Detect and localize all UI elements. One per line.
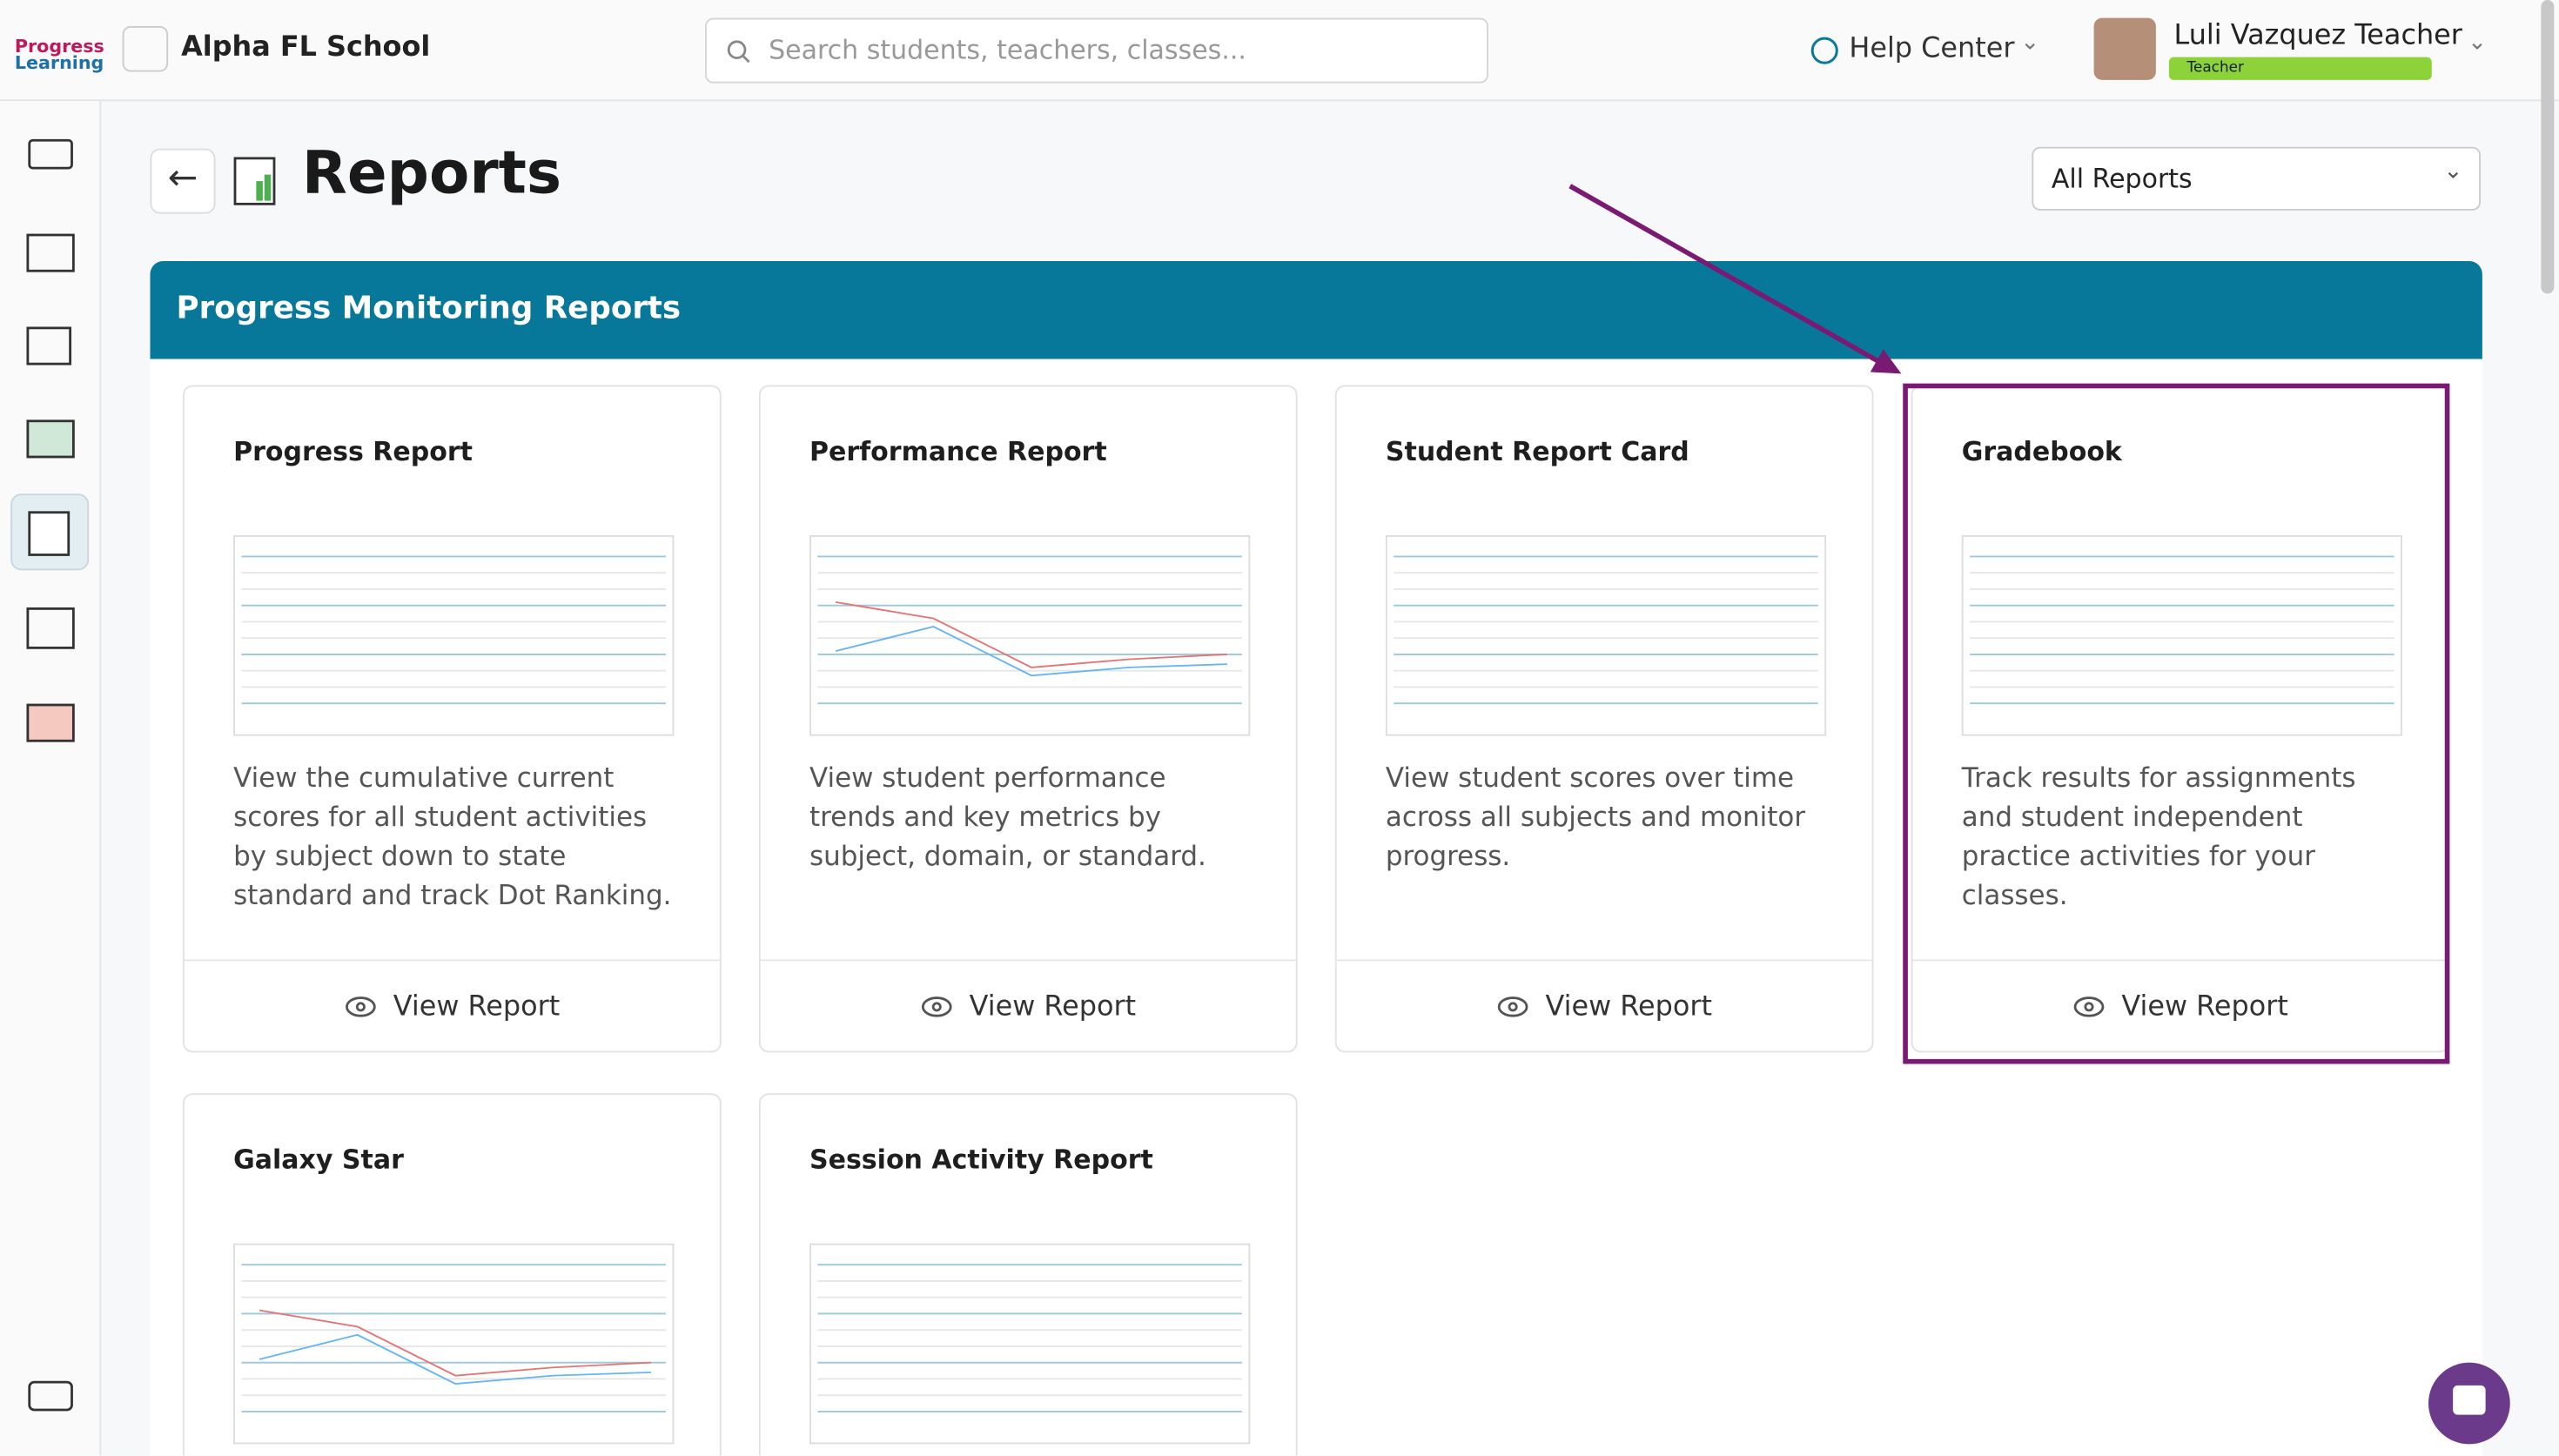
view-report-button[interactable]: View Report [184, 959, 720, 1051]
card-thumbnail [1385, 535, 1827, 736]
logo-line: Learning [14, 52, 104, 74]
card-thumbnail [809, 1243, 1251, 1445]
card-description: View the cumulative current scores for a… [233, 762, 672, 911]
section: Progress Monitoring Reports Progress Rep… [150, 261, 2482, 1456]
view-report-button[interactable]: View Report [760, 959, 1296, 1051]
report-filter[interactable]: All Reports ⌄ [2032, 146, 2481, 211]
report-card[interactable]: Galaxy Star [183, 1093, 722, 1456]
view-report-button[interactable]: View Report [1336, 959, 1872, 1051]
page-title: Reports [301, 140, 562, 208]
reports-icon [233, 157, 276, 205]
report-card[interactable]: Student Report Card View student scores o… [1334, 385, 1874, 1053]
card-thumbnail [1961, 535, 2402, 736]
eye-icon [1497, 996, 1528, 1017]
report-card[interactable]: Progress Report View the cumulative curre… [183, 385, 722, 1053]
card-thumbnail [233, 1243, 675, 1445]
chevron: ⌄ [2468, 29, 2488, 56]
card-thumbnail [233, 535, 675, 736]
report-card[interactable]: Performance Report View student performan… [758, 385, 1298, 1053]
role-badge: Teacher [2168, 57, 2432, 80]
sidebar [0, 101, 102, 1456]
search-icon [727, 40, 750, 64]
avatar[interactable] [2093, 17, 2156, 80]
card-description: Track results for assignments and studen… [1961, 762, 2356, 911]
user-name[interactable]: Luli Vazquez Teacher [2173, 19, 2462, 53]
card-description: View student scores over time across all… [1385, 762, 1806, 872]
school-name[interactable]: Alpha FL School [181, 30, 431, 64]
card-title: Session Activity Report [809, 1144, 1153, 1175]
logo-line: Progress [14, 36, 104, 57]
card-description: View student performance trends and key … [809, 762, 1206, 872]
eye-icon [345, 996, 376, 1017]
report-card[interactable]: Session Activity Report [758, 1093, 1298, 1456]
section-header [150, 261, 2482, 359]
card-title: Galaxy Star [233, 1144, 404, 1175]
eye-icon [921, 996, 952, 1017]
filter-value: All Reports [2051, 163, 2193, 195]
school-icon[interactable] [122, 26, 169, 72]
search-box[interactable]: Search students, teachers, classes... [705, 17, 1488, 84]
action-label: View Report [2121, 990, 2288, 1023]
back-button[interactable]: ← [150, 148, 216, 214]
chevron: ⌄ [2020, 29, 2040, 56]
section-title: Progress Monitoring Reports [176, 290, 682, 326]
view-report-button[interactable]: View Report [1912, 959, 2448, 1051]
card-title: Progress Report [233, 435, 473, 467]
card-title: Student Report Card [1385, 435, 1689, 467]
help-icon [1810, 37, 1838, 64]
logo: Progress Learning [14, 36, 104, 74]
action-label: View Report [1545, 990, 1712, 1023]
help-center[interactable]: Help Center [1849, 32, 2015, 66]
top-bar: Progress Learning Alpha FL School Search … [0, 0, 2559, 102]
card-title: Gradebook [1961, 435, 2122, 467]
chevron: ⌄ [2443, 158, 2463, 185]
card-title: Performance Report [809, 435, 1107, 467]
eye-icon [2073, 996, 2105, 1017]
card-thumbnail [809, 535, 1251, 736]
report-card[interactable]: Gradebook Track results for assignments a… [1911, 385, 2450, 1053]
sidebar-icons [10, 138, 90, 1412]
action-label: View Report [969, 990, 1137, 1023]
action-label: View Report [393, 990, 561, 1023]
search-placeholder: Search students, teachers, classes... [769, 34, 1246, 65]
